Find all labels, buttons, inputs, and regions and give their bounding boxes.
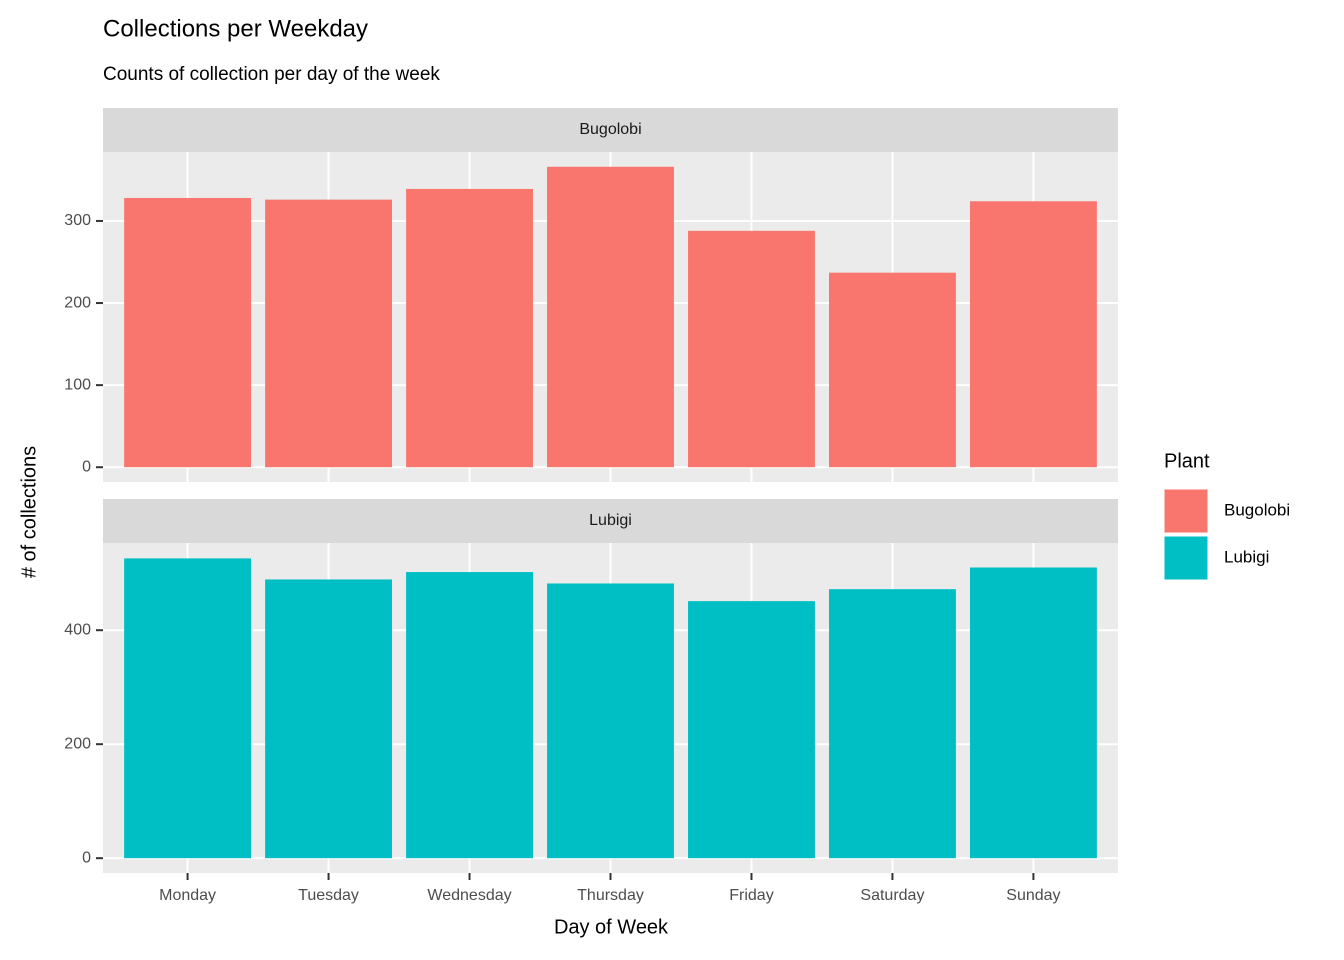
x-tick-label: Saturday [860,887,924,904]
chart-subtitle: Counts of collection per day of the week [103,64,440,85]
y-tick-label: 100 [64,376,91,393]
x-tick-label: Monday [159,887,216,904]
y-tick-label: 0 [82,458,91,475]
bar [688,230,815,468]
legend-key [1163,488,1209,534]
bar [547,166,674,468]
facet-strip [103,499,1118,543]
facet-strip [103,108,1118,152]
x-tick-label: Thursday [577,887,644,904]
bar [969,567,1097,859]
facet-label: Bugolobi [579,121,641,138]
y-tick-label: 200 [64,735,91,752]
bar [829,589,956,859]
legend-title: Plant [1164,450,1210,472]
y-tick-label: 0 [82,849,91,866]
x-tick-label: Wednesday [427,887,511,904]
x-axis-title: Day of Week [554,916,669,938]
bar [124,197,252,468]
bar [406,572,533,859]
x-tick-label: Tuesday [298,887,359,904]
x-tick-label: Friday [729,887,773,904]
bar [124,558,252,859]
y-tick-label: 200 [64,294,91,311]
bar [265,199,392,468]
y-tick-label: 400 [64,621,91,638]
chart-title: Collections per Weekday [103,15,368,42]
facet-label: Lubigi [589,512,632,529]
legend-key [1163,535,1209,581]
bar [265,579,392,859]
y-tick-label: 300 [64,212,91,229]
legend-label: Bugolobi [1224,500,1290,519]
bar [406,188,533,468]
bar [688,601,815,859]
y-axis-title: # of collections [18,446,40,578]
x-tick-label: Sunday [1006,887,1060,904]
bar [547,583,674,859]
bar [969,201,1097,468]
legend-label: Lubigi [1224,547,1269,566]
bar [829,272,956,468]
